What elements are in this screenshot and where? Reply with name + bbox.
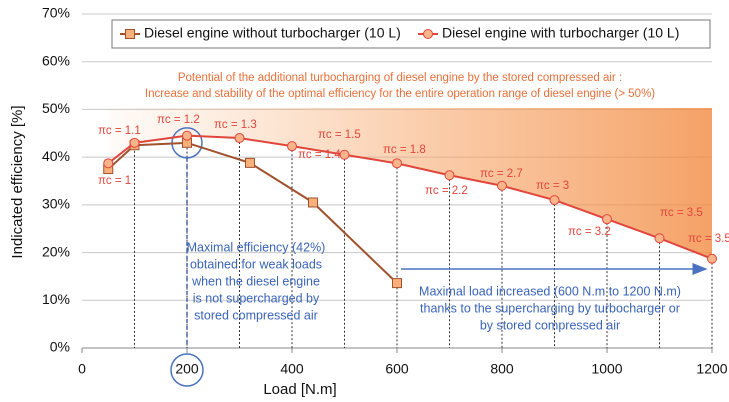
circle-marker <box>392 158 402 169</box>
max-efficiency-note: when the diesel engine <box>191 274 320 288</box>
legend-label: Diesel engine without turbocharger (10 L… <box>144 25 401 41</box>
y-tick-label: 60% <box>42 52 70 68</box>
y-tick-label: 70% <box>42 5 70 21</box>
pressure-ratio-label: πc = 2.7 <box>480 168 523 180</box>
y-tick-label: 40% <box>42 148 70 164</box>
pressure-ratio-label: πc = 1.8 <box>383 144 426 156</box>
legend-marker <box>125 29 135 39</box>
max-efficiency-note: Maximal efficiency (42%) <box>187 240 326 254</box>
x-tick-label: 800 <box>490 361 514 377</box>
pressure-ratio-label: πc = 3 <box>536 180 569 192</box>
pressure-ratio-label: πc = 1.4 <box>298 149 341 161</box>
pressure-ratio-label: πc = 3.5 <box>660 207 703 219</box>
max-efficiency-note: is not supercharged by <box>193 291 320 305</box>
circle-marker <box>602 214 612 225</box>
potential-note: Increase and stability of the optimal ef… <box>145 88 655 100</box>
circle-marker <box>339 149 350 160</box>
legend-label: Diesel engine with turbocharger (10 L) <box>442 25 679 41</box>
circle-marker <box>129 137 140 148</box>
x-axis-label: Load [N.m] <box>263 381 336 398</box>
pressure-ratio-label: πc = 1.5 <box>318 129 361 141</box>
x-tick-label: 1000 <box>591 361 622 377</box>
circle-marker <box>182 130 192 141</box>
y-axis-label: Indicated efficiency [%] <box>9 105 26 258</box>
highlight-circle <box>170 353 204 387</box>
square-marker <box>245 157 255 168</box>
pressure-ratio-label: πc = 3.5 <box>688 233 729 245</box>
pressure-ratio-label: πc = 1.1 <box>98 125 141 137</box>
y-tick-label: 20% <box>42 243 70 259</box>
square-marker <box>392 278 402 289</box>
circle-marker <box>103 158 114 169</box>
pressure-ratio-label: πc = 1.3 <box>214 119 257 131</box>
pressure-ratio-label: πc = 1.2 <box>157 114 200 126</box>
circle-marker <box>287 141 297 152</box>
y-tick-label: 10% <box>42 291 70 307</box>
max-load-note: thanks to the supercharging by turbochar… <box>420 301 680 315</box>
pressure-ratio-label: πc = 1 <box>98 175 131 187</box>
pressure-ratio-label: πc = 2.2 <box>425 185 468 197</box>
y-tick-label: 0% <box>50 339 70 355</box>
circle-marker <box>497 180 507 191</box>
max-load-note: by stored compressed air <box>480 318 620 332</box>
x-tick-label: 0 <box>78 361 86 377</box>
potential-area <box>108 108 712 259</box>
pressure-ratio-label: πc = 3.2 <box>568 226 611 238</box>
max-efficiency-note: stored compressed air <box>194 308 318 322</box>
legend-box <box>111 19 711 49</box>
circle-marker <box>707 253 717 264</box>
max-load-note: Maximal load increased (600 N.m to 1200 … <box>419 284 681 298</box>
x-tick-label: 400 <box>280 361 304 377</box>
max-efficiency-note: obtained for weak loads <box>190 257 322 271</box>
main-layer: 0% 10% 20% 30% 40% 50% 60% 70% 0 200 400 600 800 1000… <box>42 5 729 387</box>
circle-marker <box>444 170 455 181</box>
x-tick-label: 1200 <box>696 361 727 377</box>
legend-marker <box>423 29 433 39</box>
y-tick-label: 30% <box>42 196 70 212</box>
circle-marker <box>234 133 245 144</box>
x-tick-label: 200 <box>175 361 199 377</box>
x-tick-label: 600 <box>385 361 409 377</box>
circle-marker <box>549 195 560 206</box>
potential-note: Potential of the additional turbochargin… <box>178 72 622 84</box>
y-tick-label: 50% <box>42 100 70 116</box>
square-marker <box>308 197 318 208</box>
circle-marker <box>654 233 665 244</box>
